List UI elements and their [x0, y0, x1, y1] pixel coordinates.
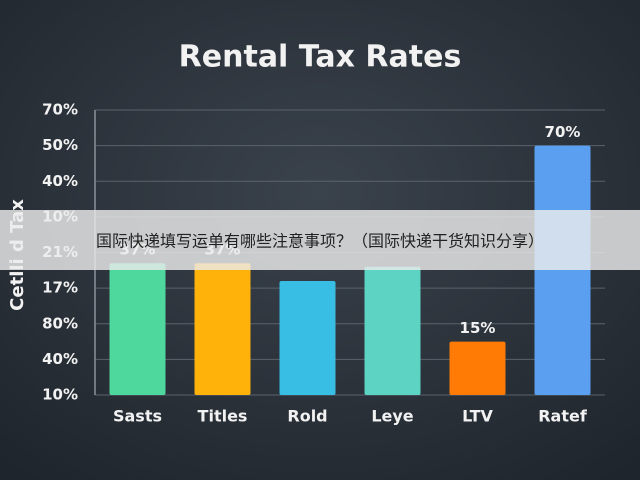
bar: [194, 263, 251, 395]
y-tick-label: 80%: [42, 314, 78, 332]
y-tick-label: 10%: [42, 386, 78, 404]
bar: [534, 145, 591, 395]
data-label: 15%: [460, 319, 496, 337]
x-tick-label: Ratef: [538, 407, 588, 426]
x-tick-label: Leye: [371, 407, 413, 426]
data-label: 70%: [545, 123, 581, 141]
x-tick-label: Rold: [287, 407, 327, 426]
bar: [449, 341, 506, 395]
x-tick-label: Titles: [198, 407, 248, 426]
y-tick-label: 40%: [42, 172, 78, 190]
bar: [364, 266, 421, 395]
x-tick-label: Sasts: [113, 407, 162, 426]
y-tick-label: 17%: [42, 279, 78, 297]
y-tick-label: 70%: [42, 101, 78, 119]
x-tick-label: LTV: [462, 407, 493, 426]
y-tick-label: 40%: [42, 350, 78, 368]
y-tick-label: 50%: [42, 136, 78, 154]
banner-text: 国际快递填写运单有哪些注意事项？（国际快递干货知识分享）: [96, 232, 544, 251]
chart-title: Rental Tax Rates: [179, 40, 462, 75]
bar: [279, 281, 336, 395]
banner: [0, 210, 640, 270]
bar: [109, 263, 166, 395]
